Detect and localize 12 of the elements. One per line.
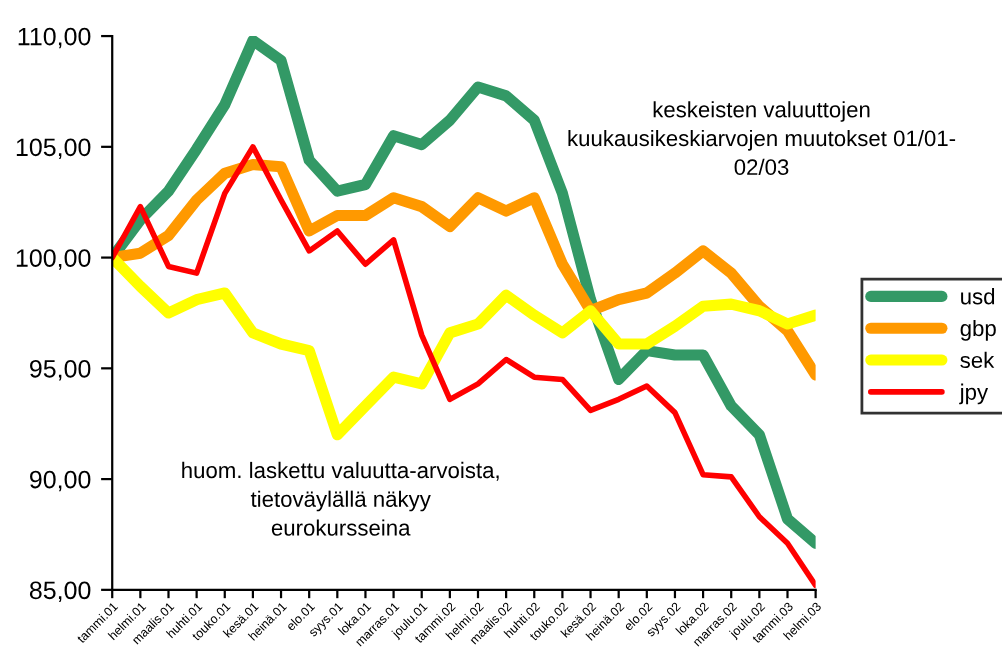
legend-label: jpy [959,383,989,405]
y-tick-label: 105,00 [16,138,91,160]
y-tick-label: 90,00 [30,470,91,492]
annotation: huom. laskettu valuutta-arvoista, tietoväylällä näkyy eurokursseina [182,461,499,536]
legend-label: sek [960,351,995,369]
y-tick-label: 85,00 [29,581,91,603]
legend-label: gbp [960,319,996,341]
legend-label: usd [961,288,995,305]
text: keskeisten valuuttojen kuukausikeskiarvojen muutokset 01/01- 02/03 [568,101,956,176]
y-tick-label: 100,00 [16,249,91,270]
y-tick-label: 110,00 [18,27,91,49]
y-tick-label: 95,00 [30,359,91,381]
